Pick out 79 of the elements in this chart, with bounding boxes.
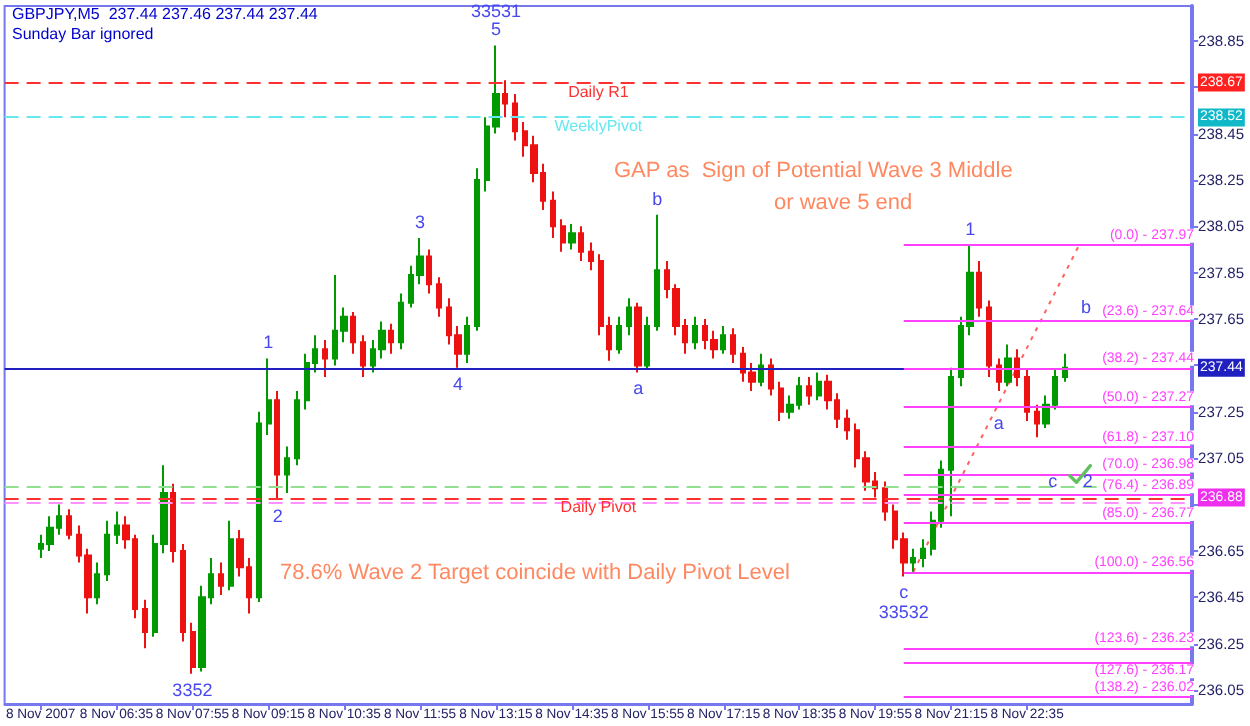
candlestick <box>806 376 812 406</box>
candlestick <box>778 380 784 423</box>
candlestick <box>464 315 470 365</box>
candlestick <box>844 408 850 441</box>
candlestick <box>882 480 888 522</box>
annotation: 3352 <box>172 679 213 700</box>
candlestick <box>190 621 196 675</box>
candlestick <box>768 357 774 397</box>
candlestick <box>274 389 280 501</box>
annotation: c <box>1048 471 1059 492</box>
annotation: b <box>652 188 663 209</box>
annotation: 78.6% Wave 2 Target coincide with Daily Pivot Level <box>280 561 790 585</box>
candlestick <box>104 519 110 583</box>
candlestick <box>948 366 954 518</box>
candlestick <box>94 561 100 606</box>
annotation: b <box>1080 297 1091 318</box>
candlestick <box>350 311 356 355</box>
candlestick <box>502 79 508 119</box>
ref-line-label: Daily Pivot <box>560 497 638 516</box>
annotation: 3 <box>415 211 426 232</box>
annotation: a <box>633 378 644 399</box>
candlestick <box>512 93 518 142</box>
annotation: 33532 <box>878 602 929 623</box>
candlestick <box>284 445 290 494</box>
candlestick <box>360 334 366 379</box>
annotation: 1 <box>965 218 976 239</box>
annotation: 1 <box>263 332 274 353</box>
candlestick <box>388 322 394 355</box>
candlestick <box>996 357 1002 392</box>
annotation: 4 <box>452 373 463 394</box>
chart-title: GBPJPY,M5 237.44 237.46 237.44 237.44 <box>12 5 319 23</box>
candlestick <box>322 338 328 379</box>
candlestick <box>578 225 584 263</box>
candlestick <box>294 389 300 467</box>
candlestick <box>142 598 148 650</box>
annotation: c <box>899 582 910 603</box>
annotation: 33531 <box>470 1 521 22</box>
ref-line-label: Daily R1 <box>568 82 630 101</box>
candlestick <box>626 297 632 337</box>
candlestick <box>730 327 736 365</box>
candlestick <box>816 371 822 402</box>
candlestick <box>616 315 622 355</box>
candlestick <box>588 241 594 272</box>
candlestick <box>398 292 404 351</box>
candlestick <box>568 222 576 251</box>
candlestick <box>180 542 186 643</box>
ref-line-label: WeeklyPivot <box>554 117 644 136</box>
candlestick <box>436 276 442 318</box>
candlestick <box>920 538 926 569</box>
candlestick <box>720 325 726 355</box>
candlestick <box>976 260 982 318</box>
candlestick <box>66 508 72 541</box>
candlestick <box>550 190 556 239</box>
candlestick <box>426 248 432 295</box>
candlestick <box>228 519 234 592</box>
candlestick <box>1024 369 1030 423</box>
annotation: 2 <box>272 505 283 526</box>
annotation: a <box>993 413 1004 434</box>
candlestick <box>1014 348 1020 388</box>
candlestick <box>758 352 764 388</box>
candlestick <box>256 410 262 603</box>
candlestick <box>114 510 120 545</box>
candlestick <box>266 357 272 436</box>
candlestick <box>692 315 698 351</box>
candlestick <box>644 315 650 372</box>
candlestick <box>218 561 224 597</box>
annotation: 5 <box>490 19 501 40</box>
annotation: GAP as Sign of Potential Wave 3 Middle <box>614 159 1013 183</box>
candlestick <box>1034 403 1040 439</box>
candlestick <box>654 213 660 332</box>
candlestick <box>986 299 992 379</box>
candlestick <box>560 218 566 253</box>
annotation: or wave 5 end <box>774 191 913 215</box>
text: Sunday Bar ignored <box>12 25 154 43</box>
candlestick <box>910 547 916 573</box>
candlestick <box>1004 343 1012 388</box>
candlestick <box>170 482 176 564</box>
candlestick <box>474 167 480 332</box>
candlestick <box>634 301 642 374</box>
